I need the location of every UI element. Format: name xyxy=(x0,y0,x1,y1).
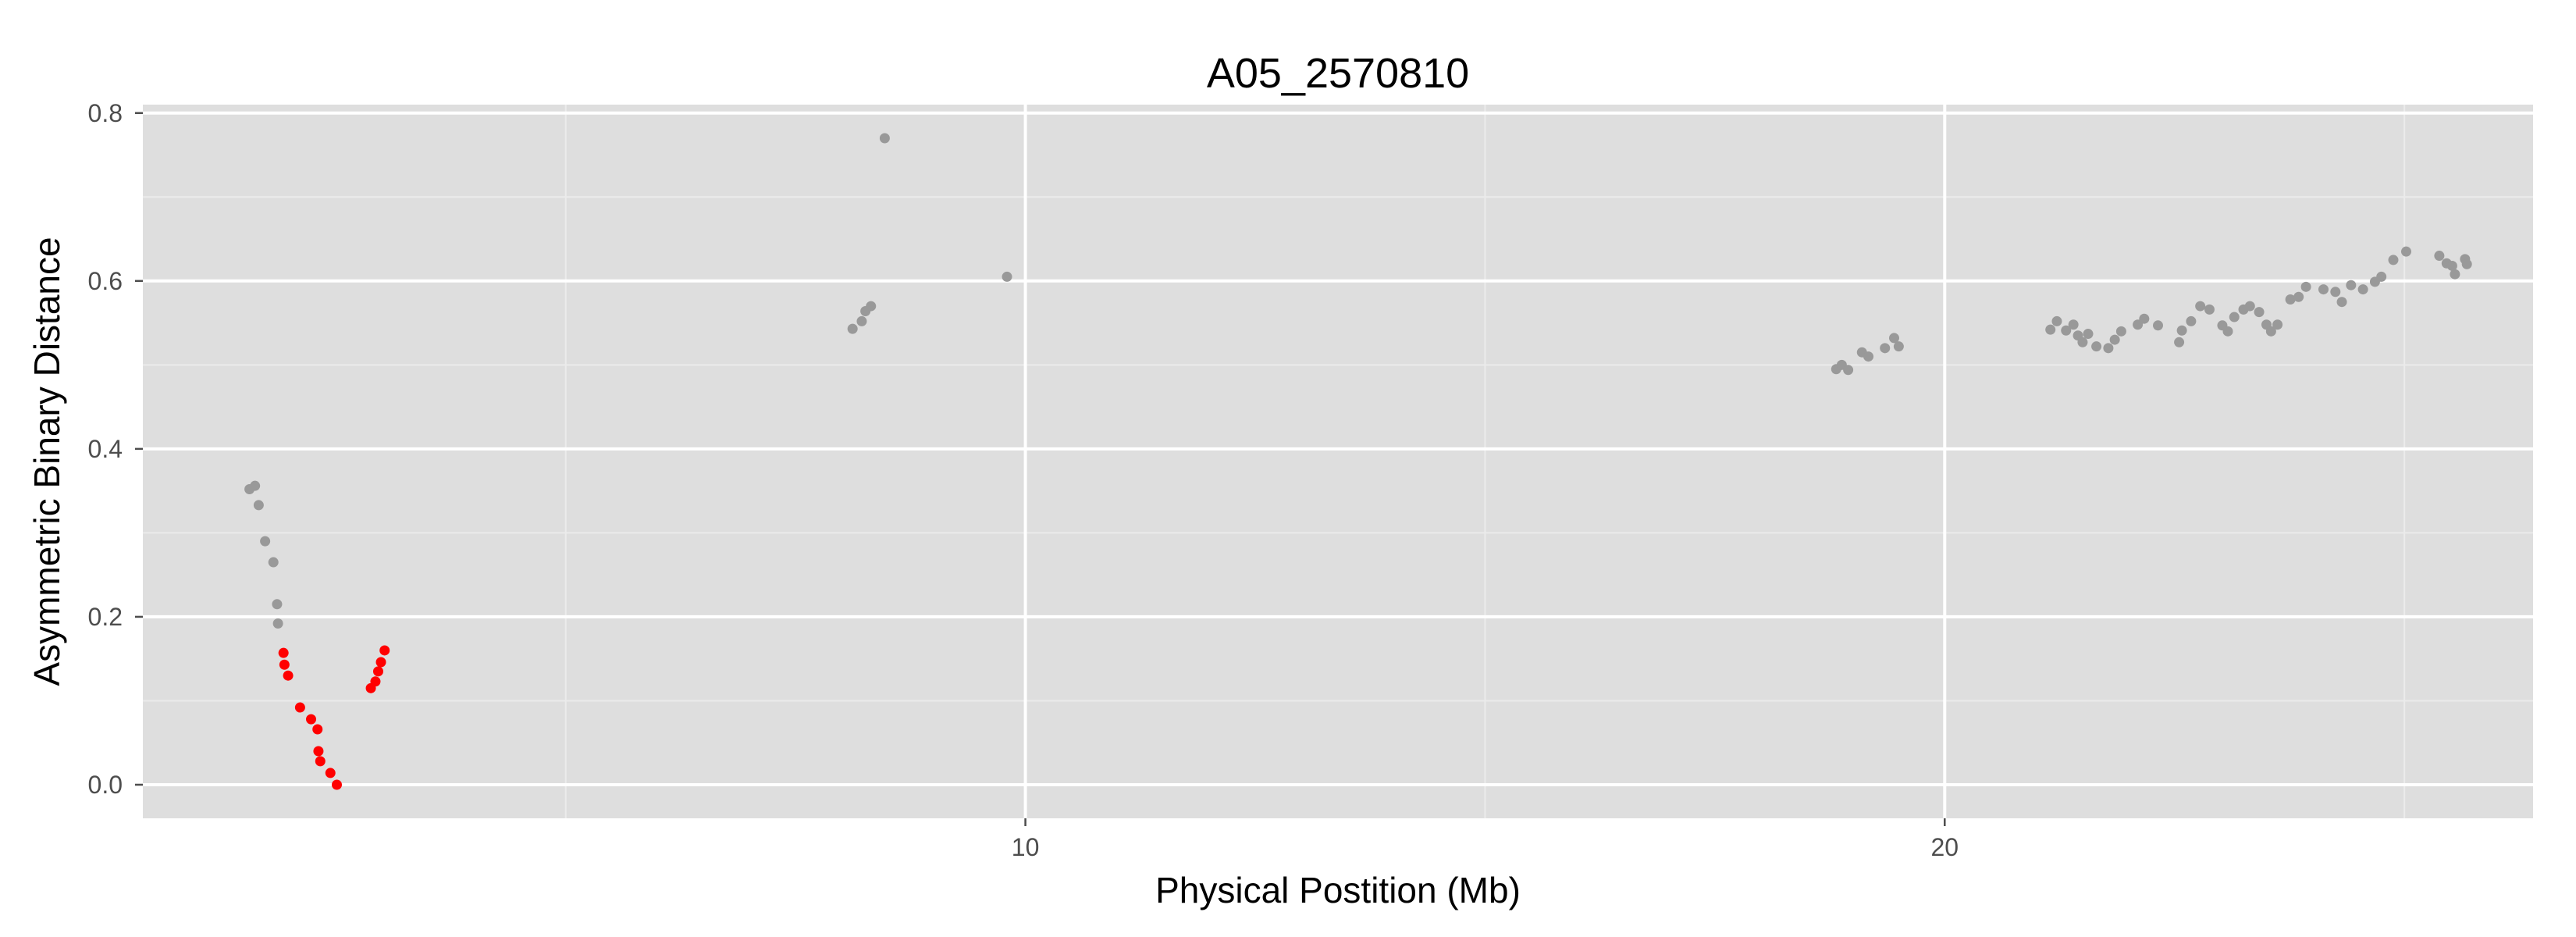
red-data-point xyxy=(331,779,342,790)
red-data-point xyxy=(283,670,294,681)
red-data-point xyxy=(278,647,289,658)
gray-data-point xyxy=(2244,301,2255,312)
gray-data-point xyxy=(2077,337,2088,347)
gray-data-point xyxy=(2153,320,2164,331)
y-tick-label: 0.0 xyxy=(88,771,123,799)
y-tick-label: 0.8 xyxy=(88,99,123,127)
red-data-point xyxy=(372,666,383,677)
gray-data-point xyxy=(2265,326,2276,337)
gray-data-point xyxy=(2461,258,2472,269)
red-data-point xyxy=(312,724,323,735)
gray-data-point xyxy=(2222,326,2233,337)
red-data-point xyxy=(315,756,326,767)
data-points xyxy=(244,133,2472,790)
gray-data-point xyxy=(2388,255,2399,265)
gray-data-point xyxy=(2204,304,2215,315)
gray-data-point xyxy=(1002,271,1012,282)
gray-data-point xyxy=(250,480,261,491)
gray-data-point xyxy=(2109,334,2120,345)
gray-data-point xyxy=(2400,246,2411,257)
x-tick-label: 20 xyxy=(1930,833,1959,861)
gray-data-point xyxy=(272,618,283,629)
gray-data-point xyxy=(866,301,877,312)
y-tick-label: 0.6 xyxy=(88,267,123,295)
gray-data-point xyxy=(2051,315,2062,326)
gray-data-point xyxy=(2115,326,2126,337)
red-data-point xyxy=(313,746,324,757)
red-data-point xyxy=(379,645,390,656)
gray-data-point xyxy=(2103,343,2114,354)
gray-data-point xyxy=(2346,280,2357,290)
y-tick-label: 0.4 xyxy=(88,435,123,463)
gray-data-point xyxy=(2330,287,2341,297)
red-data-point xyxy=(306,714,317,725)
gray-data-point xyxy=(2174,337,2185,347)
gray-data-point xyxy=(272,599,283,610)
red-data-point xyxy=(375,657,386,668)
axis-ticks xyxy=(135,112,1946,826)
gray-data-point xyxy=(2272,319,2283,330)
gray-data-point xyxy=(879,133,890,144)
gray-data-point xyxy=(253,500,264,511)
gray-data-point xyxy=(2434,251,2445,262)
gray-data-point xyxy=(2450,269,2460,280)
gray-data-point xyxy=(2376,271,2387,282)
gray-data-point xyxy=(2336,297,2347,308)
x-axis-title: Physical Postition (Mb) xyxy=(1155,870,1521,910)
gray-data-point xyxy=(1889,333,1900,344)
major-gridlines xyxy=(143,105,2533,818)
gray-data-point xyxy=(2357,284,2368,295)
gray-data-point xyxy=(856,315,867,326)
gray-data-point xyxy=(847,323,858,334)
y-axis-title: Asymmetric Binary Distance xyxy=(27,237,67,686)
gray-data-point xyxy=(2176,325,2187,336)
gray-data-point xyxy=(260,536,271,547)
gray-data-point xyxy=(1893,341,1904,352)
gray-data-point xyxy=(1843,365,1854,376)
red-data-point xyxy=(294,702,305,713)
red-data-point xyxy=(279,659,290,670)
gray-data-point xyxy=(2195,301,2206,312)
gray-data-point xyxy=(268,557,279,568)
gray-data-point xyxy=(2285,294,2296,305)
gray-data-point xyxy=(2061,325,2072,336)
gray-data-point xyxy=(2133,319,2144,330)
gray-data-point xyxy=(2293,291,2304,302)
chart-title: A05_2570810 xyxy=(1207,50,1469,97)
gray-data-point xyxy=(1863,351,1874,362)
gray-data-point xyxy=(2254,307,2265,318)
gray-data-point xyxy=(2083,329,2094,340)
gray-data-point xyxy=(2446,260,2457,271)
red-data-point xyxy=(325,768,336,778)
gray-data-point xyxy=(2318,284,2329,295)
tick-labels: 10 20 0.0 0.2 0.4 0.6 0.8 xyxy=(88,99,1959,861)
plot-panel xyxy=(143,105,2533,818)
gray-data-point xyxy=(2186,315,2197,326)
y-tick-label: 0.2 xyxy=(88,603,123,631)
minor-gridlines xyxy=(143,105,2533,818)
gray-data-point xyxy=(2068,319,2079,330)
x-tick-label: 10 xyxy=(1012,833,1040,861)
gray-data-point xyxy=(2091,341,2102,352)
gray-data-point xyxy=(2045,324,2056,335)
gray-data-point xyxy=(1880,343,1891,354)
gray-data-point xyxy=(2300,281,2311,292)
gray-data-point xyxy=(2229,312,2240,322)
red-data-point xyxy=(370,676,381,687)
gray-data-point xyxy=(2139,313,2150,324)
